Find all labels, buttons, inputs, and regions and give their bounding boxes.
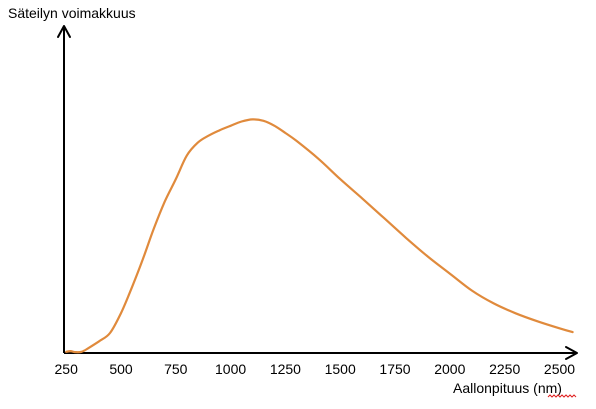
x-tick-label: 1500 bbox=[325, 361, 356, 377]
x-tick-label: 1750 bbox=[379, 361, 410, 377]
x-tick-label: 2500 bbox=[544, 361, 575, 377]
x-tick-label: 1250 bbox=[270, 361, 301, 377]
y-axis-arrow-icon bbox=[57, 25, 71, 38]
x-tick-labels: 250 500 750 1000 1250 1500 1750 2000 2250 2500 bbox=[55, 361, 576, 377]
x-tick-label: 2250 bbox=[489, 361, 520, 377]
x-axis-title: Aallonpituus (nm) bbox=[453, 380, 562, 396]
series-group bbox=[65, 118, 574, 354]
spellcheck-squiggle-icon bbox=[547, 394, 577, 398]
y-axis-title: Säteilyn voimakkuus bbox=[8, 5, 136, 21]
x-axis-arrow-icon bbox=[565, 346, 578, 360]
x-tick-label: 2000 bbox=[434, 361, 465, 377]
x-tick-label: 1000 bbox=[215, 361, 246, 377]
series-line bbox=[65, 118, 574, 354]
x-tick-label: 500 bbox=[109, 361, 133, 377]
x-tick-label: 250 bbox=[55, 361, 79, 377]
x-tick-label: 750 bbox=[164, 361, 188, 377]
